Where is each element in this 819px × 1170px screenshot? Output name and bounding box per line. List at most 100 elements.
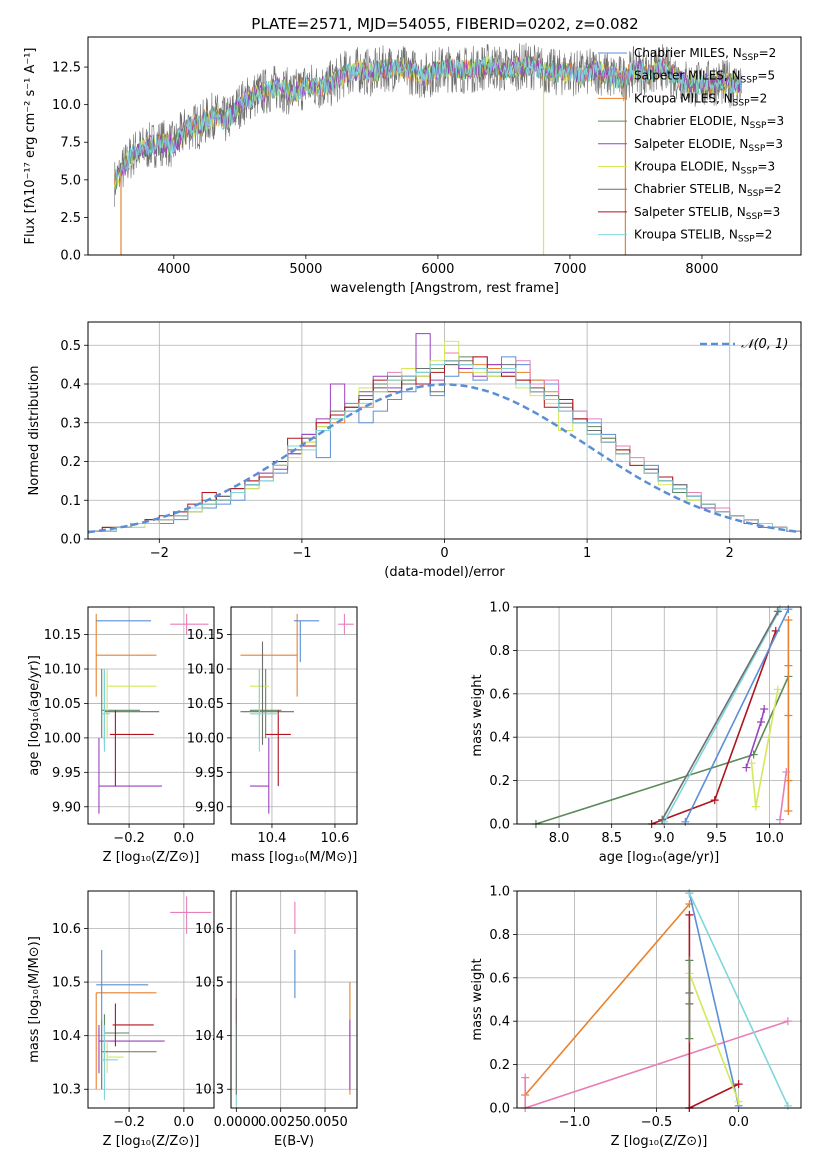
x-tick-label: −1 [292,546,311,561]
y-tick-label: 2.5 [60,211,81,226]
weight-marker [747,759,756,768]
x-tick-label: 2 [726,546,734,561]
y-tick-label: 10.4 [52,1029,81,1044]
weight-line [688,893,740,1106]
age_vs_Z-plot-area [95,613,209,814]
legend-label: Chabrier MILES, NSSP=2 [634,46,776,63]
axes-frame [516,890,802,1109]
weight_vs_age-panel: 8.0 8.5 9.0 9.5 10.0 0.0 0.2 0.4 0.6 0.8 1.0 age [l… [470,601,802,865]
x-tick-label: 0.0025 [258,1115,304,1130]
weight-marker [734,1080,743,1089]
x-tick-label: 8.5 [601,831,622,846]
x-axis-label: (data-model)/error [384,565,505,580]
legend-label: Kroupa ELODIE, NSSP=3 [634,160,775,177]
weight-marker [521,1073,530,1082]
y-tick-label: 10.05 [187,697,224,712]
y-tick-label: 0.2 [60,455,81,470]
y-tick-label: 10.6 [52,922,81,937]
x-tick-label: 5000 [289,262,322,277]
y-tick-label: 5.0 [60,173,81,188]
weight-line [688,892,789,1107]
x-axis-label: age [log₁₀(age/yr)] [599,850,720,865]
weight_vs_age-plot-area [531,605,793,828]
axes-frame [230,606,358,825]
panels: 4000 5000 6000 7000 80000.02.55.07.510.012.5… [23,36,802,1149]
weight-marker [784,616,793,625]
x-tick-label: −0.2 [113,1115,145,1130]
mass_vs_ebv-plot-area [235,891,351,1106]
normal-curve [87,383,802,534]
weight-marker [685,889,694,898]
y-axis-label: Normed distribution [27,366,42,496]
legend-label: Salpeter STELIB, NSSP=3 [634,205,780,222]
weight-marker [784,605,793,614]
x-axis-label: Z [log₁₀(Z/Z⊙)] [103,850,200,865]
weight-marker [784,661,793,670]
x-tick-label: 8000 [685,262,718,277]
weight-marker [751,802,760,811]
weight_vs_Z-panel: −1.0 −0.5 0.0 0.0 0.2 0.4 0.6 0.8 1.0 Z [log₁₀(Z/… [470,885,802,1149]
axes-frame [230,890,358,1109]
x-tick-label: 0.0 [174,1115,195,1130]
weight-marker [783,1101,792,1110]
weight-marker [685,1034,694,1043]
axes-frame [87,36,802,256]
y-tick-label: 10.00 [44,731,81,746]
y-tick-label: 10.00 [187,731,224,746]
y-tick-label: 0.8 [489,644,510,659]
spectrum-line [114,55,742,190]
y-tick-label: 10.10 [187,663,224,678]
x-axis-label: E(B-V) [274,1134,314,1149]
x-tick-label: 9.0 [654,831,675,846]
axes-frame [87,606,215,825]
legend-label: Kroupa MILES, NSSP=2 [634,91,767,108]
x-axis-label: mass [log₁₀(M/M⊙)] [231,850,358,865]
y-tick-label: 1.0 [489,885,510,900]
y-tick-label: 0.1 [60,494,81,509]
weight-line [688,914,739,1110]
legend-label: Salpeter ELODIE, NSSP=3 [634,137,783,154]
y-tick-label: 10.15 [44,628,81,643]
y-tick-label: 0.8 [489,928,510,943]
axes-frame [87,321,802,540]
weight-marker [685,910,694,919]
histogram-series [87,360,802,539]
x-tick-label: −0.2 [113,831,145,846]
y-tick-label: 0.0 [489,1102,510,1117]
y-axis-label: age [log₁₀(age/yr)] [27,655,42,776]
weight-line [661,610,779,821]
weight-line [524,903,691,1096]
x-tick-label: 8.0 [549,831,570,846]
y-tick-label: 0.4 [489,1015,510,1030]
weight-marker [782,767,791,776]
y-tick-label: 0.2 [489,1058,510,1073]
y-tick-label: 10.5 [195,976,224,991]
y-tick-label: 12.5 [52,61,81,76]
legend-label: Salpeter MILES, NSSP=5 [634,69,775,86]
x-tick-label: 10.6 [320,831,349,846]
x-tick-label: 1 [583,546,591,561]
y-tick-label: 0.6 [489,687,510,702]
y-tick-label: 0.3 [60,416,81,431]
weight-marker [685,956,694,965]
x-axis-label: Z [log₁₀(Z/Z⊙)] [611,1134,708,1149]
x-tick-label: −1.0 [559,1115,591,1130]
x-tick-label: 0.0000 [214,1115,260,1130]
y-tick-label: 10.10 [44,663,81,678]
x-axis-label: wavelength [Angstrom, rest frame] [330,281,559,296]
y-tick-label: 9.95 [52,766,81,781]
y-axis-label: mass weight [470,674,485,756]
weight-line [779,771,788,820]
y-tick-label: 0.4 [489,731,510,746]
y-tick-label: 9.95 [195,766,224,781]
age_vs_mass-panel: 10.4 10.6 9.90 9.95 10.00 10.05 10.10 10.15 mass… [187,606,358,865]
y-tick-label: 10.0 [52,98,81,113]
y-axis-label: Flux [fλ10⁻¹⁷ erg cm⁻² s⁻¹ A⁻¹] [23,48,38,245]
x-tick-label: 0.0050 [302,1115,348,1130]
figure-title: PLATE=2571, MJD=54055, FIBERID=0202, z=0… [251,15,638,33]
x-tick-label: −0.5 [641,1115,673,1130]
y-tick-label: 10.3 [195,1083,224,1098]
x-tick-label: 7000 [553,262,586,277]
